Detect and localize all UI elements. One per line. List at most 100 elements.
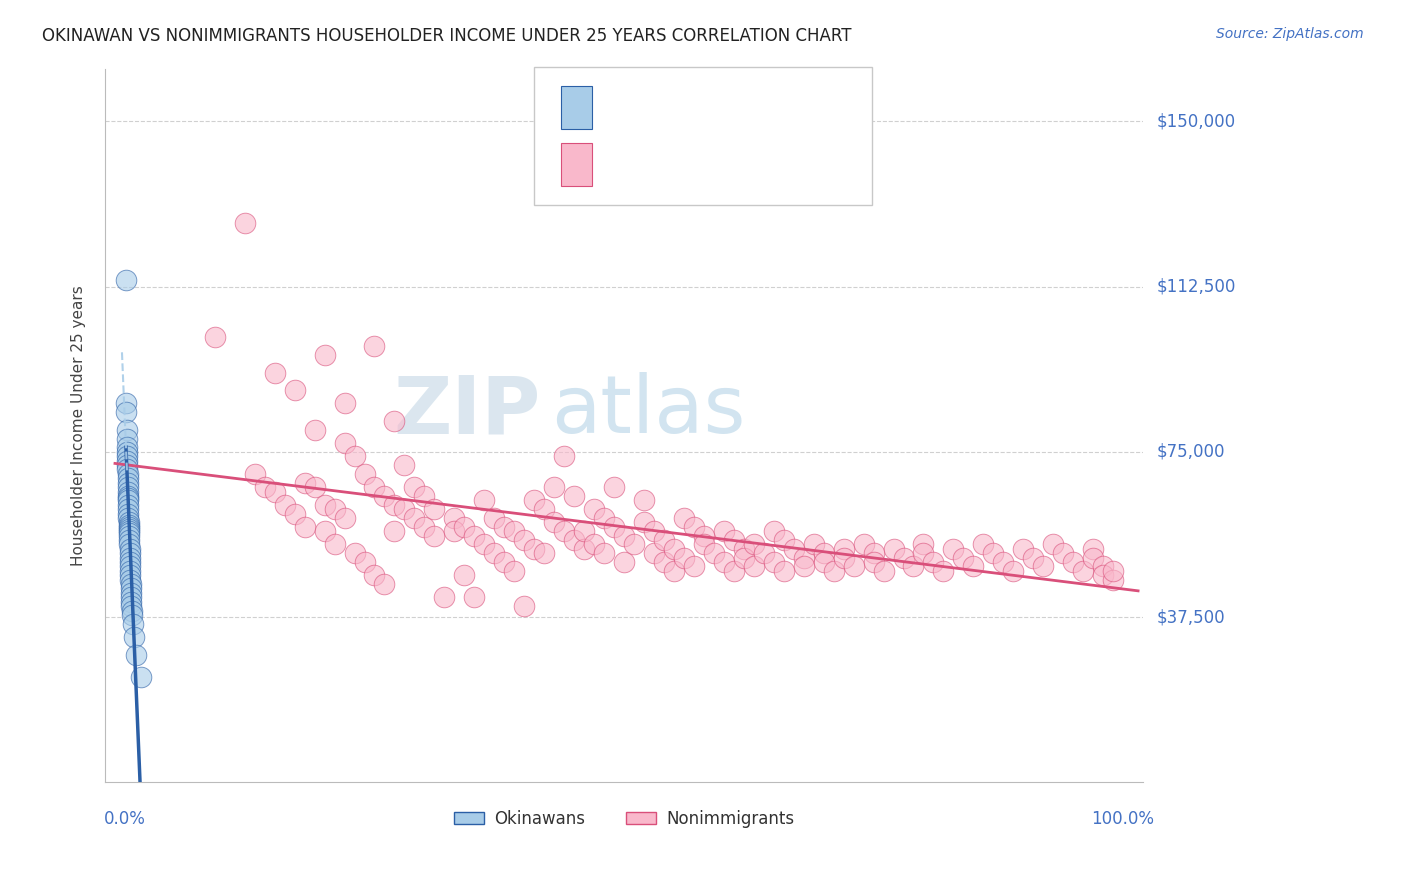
Point <box>793 559 815 574</box>
Point <box>115 396 138 410</box>
Point <box>952 550 974 565</box>
Point <box>333 436 356 450</box>
Point <box>762 524 785 539</box>
Point <box>832 541 855 556</box>
Point <box>912 537 935 551</box>
Point <box>363 480 385 494</box>
Point <box>117 471 139 485</box>
Point <box>562 533 585 547</box>
Point <box>294 475 316 490</box>
Point <box>652 533 675 547</box>
Point <box>484 511 506 525</box>
Text: $37,500: $37,500 <box>1157 608 1226 626</box>
Point <box>852 537 875 551</box>
Point <box>1042 537 1064 551</box>
Point <box>1083 550 1105 565</box>
Point <box>583 537 606 551</box>
Point <box>742 537 765 551</box>
Point <box>118 517 141 532</box>
Point <box>423 502 446 516</box>
Point <box>733 541 755 556</box>
Point <box>463 591 485 605</box>
Point <box>117 491 139 505</box>
Point <box>472 493 495 508</box>
Point <box>118 564 141 578</box>
Point <box>115 462 138 476</box>
Point <box>1062 555 1084 569</box>
Point <box>120 582 142 596</box>
Point <box>922 555 945 569</box>
Point <box>263 484 285 499</box>
Point <box>304 423 326 437</box>
Point <box>793 550 815 565</box>
Point <box>572 524 595 539</box>
Text: -0.403: -0.403 <box>654 155 723 174</box>
Point <box>1083 541 1105 556</box>
Point <box>115 273 138 287</box>
Point <box>333 511 356 525</box>
Text: ZIP: ZIP <box>394 372 541 450</box>
Point <box>662 564 685 578</box>
Point <box>533 502 555 516</box>
Y-axis label: Householder Income Under 25 years: Householder Income Under 25 years <box>72 285 86 566</box>
Text: 139: 139 <box>748 155 789 174</box>
Point <box>553 524 575 539</box>
Point <box>118 555 141 569</box>
Point <box>693 537 716 551</box>
Point <box>121 603 143 617</box>
Point <box>304 480 326 494</box>
Point <box>433 591 456 605</box>
Point <box>413 489 436 503</box>
Text: R =: R = <box>606 155 648 174</box>
Point <box>783 541 806 556</box>
Point <box>962 559 984 574</box>
Text: R =: R = <box>606 98 648 117</box>
Point <box>562 489 585 503</box>
Point <box>118 568 141 582</box>
Point <box>912 546 935 560</box>
Point <box>284 383 307 397</box>
Point <box>343 546 366 560</box>
Point <box>115 453 138 467</box>
Point <box>115 458 138 472</box>
Point <box>713 555 735 569</box>
Point <box>423 528 446 542</box>
Point <box>872 564 894 578</box>
Point <box>353 555 375 569</box>
Point <box>494 555 516 569</box>
Point <box>652 555 675 569</box>
Point <box>903 559 925 574</box>
Point <box>972 537 994 551</box>
Text: $112,500: $112,500 <box>1157 277 1236 295</box>
Point <box>115 405 138 419</box>
Point <box>543 516 565 530</box>
Point <box>129 670 152 684</box>
Text: $150,000: $150,000 <box>1157 112 1236 130</box>
Point <box>883 541 905 556</box>
Point <box>842 559 865 574</box>
Point <box>118 559 141 574</box>
Point <box>993 555 1015 569</box>
Point <box>373 489 395 503</box>
Point <box>117 511 139 525</box>
Point <box>733 550 755 565</box>
Point <box>118 520 141 534</box>
Point <box>463 528 485 542</box>
Point <box>117 475 139 490</box>
Point <box>384 524 406 539</box>
Text: N =: N = <box>709 155 752 174</box>
Point <box>373 577 395 591</box>
Point <box>453 520 475 534</box>
Point <box>603 480 626 494</box>
Point <box>813 555 835 569</box>
Point <box>713 524 735 539</box>
Point <box>122 630 145 644</box>
Point <box>1012 541 1035 556</box>
Point <box>125 648 148 662</box>
Point <box>363 339 385 353</box>
Point <box>533 546 555 560</box>
Point <box>314 524 336 539</box>
Point <box>121 607 143 622</box>
Point <box>472 537 495 551</box>
Point <box>523 493 546 508</box>
